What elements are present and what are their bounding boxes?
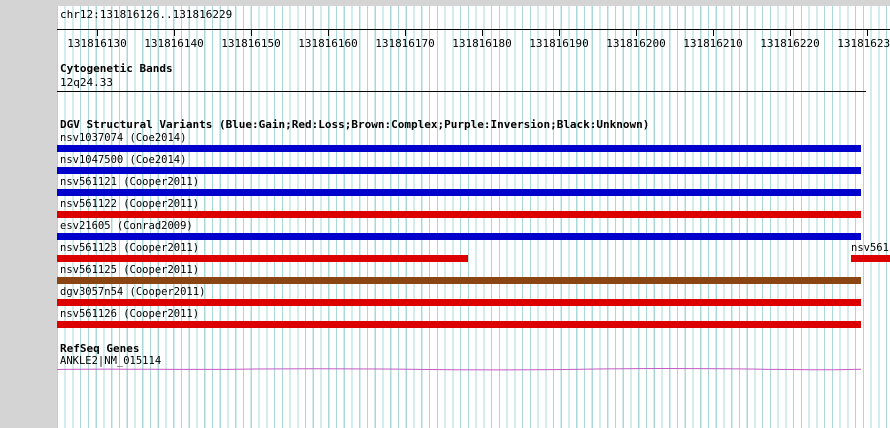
variant-label: nsv1047500 (Coe2014) (60, 154, 187, 166)
variant-track-row: nsv561122 (Cooper2011) (57, 198, 890, 220)
variant-bar[interactable] (57, 277, 861, 284)
ruler-tick (867, 30, 868, 36)
variant-track-row: nsv561125 (Cooper2011) (57, 264, 890, 286)
ruler-tick (559, 30, 560, 36)
variant-label: dgv3057n54 (Cooper2011) (60, 286, 206, 298)
ruler-tick-label: 131816150 (221, 37, 281, 50)
region-label: chr12:131816126..131816229 (60, 8, 233, 21)
variant-bar[interactable] (57, 321, 861, 328)
variant-bar[interactable] (57, 211, 861, 218)
variant-bar[interactable] (851, 255, 890, 262)
ruler-tick (405, 30, 406, 36)
ruler-tick-label: 131816190 (529, 37, 589, 50)
variant-label: nsv561121 (Cooper2011) (60, 176, 200, 188)
variant-label: nsv561126 (Cooper2011) (60, 308, 200, 320)
variant-track-row: esv21605 (Conrad2009) (57, 220, 890, 242)
variant-label: esv21605 (Conrad2009) (60, 220, 193, 232)
ruler-tick-label: 131816210 (683, 37, 743, 50)
ruler-tick (790, 30, 791, 36)
ruler-tick-label: 131816220 (760, 37, 820, 50)
gene-label: ANKLE2|NM_015114 (60, 355, 162, 367)
variant-track-row: nsv561121 (Cooper2011) (57, 176, 890, 198)
ruler-tick (97, 30, 98, 36)
gene-glyph[interactable] (57, 365, 861, 374)
variant-bar[interactable] (57, 145, 861, 152)
variant-track-row: nsv561126 (Cooper2011) (57, 308, 890, 330)
variant-track-row: nsv1037074 (Coe2014) (57, 132, 890, 154)
variant-label: nsv561122 (Cooper2011) (60, 198, 200, 210)
ruler-tick (482, 30, 483, 36)
cytobands-heading: Cytogenetic Bands (60, 62, 173, 75)
variant-label: nsv1037074 (Coe2014) (60, 132, 187, 144)
ruler-tick-label: 131816230 (837, 37, 890, 50)
ruler-tick (251, 30, 252, 36)
variant-label: nsv5611 (851, 242, 890, 254)
ruler-tick-label: 131816130 (67, 37, 127, 50)
variant-bar[interactable] (57, 255, 468, 262)
variant-bar[interactable] (57, 299, 861, 306)
ruler-tick-label: 131816140 (144, 37, 204, 50)
ruler-tick-label: 131816200 (606, 37, 666, 50)
variant-track-row: dgv3057n54 (Cooper2011) (57, 286, 890, 308)
ruler-tick (636, 30, 637, 36)
refseq-heading: RefSeq Genes (60, 342, 140, 355)
coordinate-ruler: 131816130 131816140 131816150 131816160 1318… (57, 29, 890, 51)
ruler-tick (174, 30, 175, 36)
variant-bar[interactable] (57, 233, 861, 240)
ruler-tick (328, 30, 329, 36)
variant-track-row: nsv561123 (Cooper2011) nsv5611 (57, 242, 890, 264)
cytoband-label: 12q24.33 (60, 76, 113, 89)
variants-heading: DGV Structural Variants (Blue:Gain;Red:L… (60, 118, 650, 131)
ruler-tick-label: 131816180 (452, 37, 512, 50)
ruler-tick (713, 30, 714, 36)
variant-label: nsv561125 (Cooper2011) (60, 264, 200, 276)
variant-tracks: nsv1037074 (Coe2014) nsv1047500 (Coe2014)… (57, 132, 890, 330)
variant-label: nsv561123 (Cooper2011) (60, 242, 200, 254)
variant-bar[interactable] (57, 167, 861, 174)
coordinate-ruler-line (57, 29, 890, 30)
cytoband-glyph (57, 91, 866, 92)
variant-bar[interactable] (57, 189, 861, 196)
ruler-tick-label: 131816170 (375, 37, 435, 50)
variant-track-row: nsv1047500 (Coe2014) (57, 154, 890, 176)
ruler-tick-label: 131816160 (298, 37, 358, 50)
